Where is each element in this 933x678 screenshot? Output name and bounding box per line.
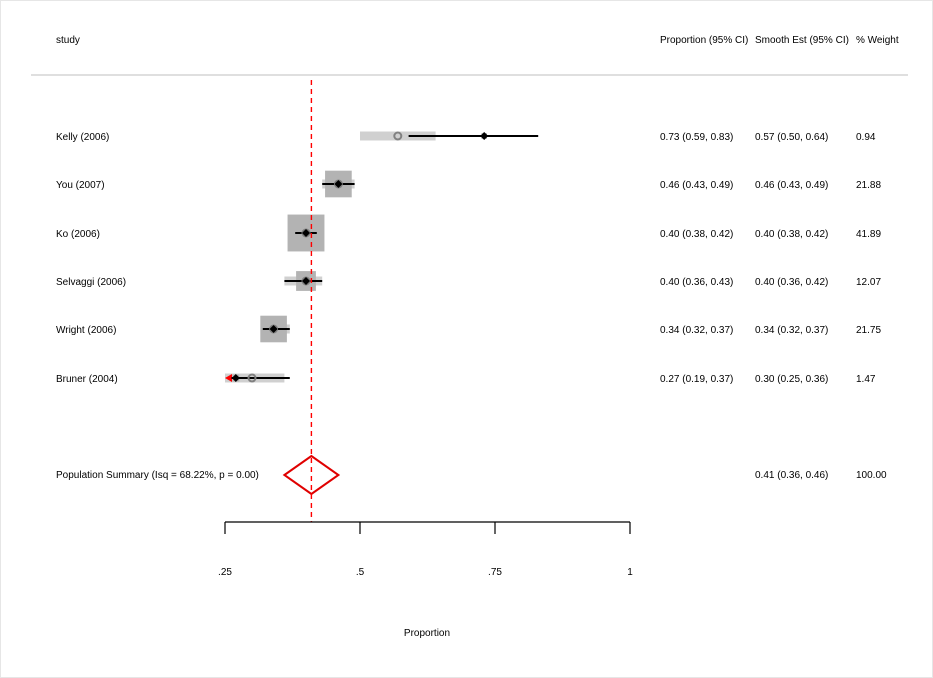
study-6-proportion-ci: 0.27 (0.19, 0.37) — [660, 374, 733, 385]
study-4-weight: 12.07 — [856, 277, 881, 288]
study-6-smooth-point — [247, 373, 257, 383]
study-rows: Kelly (2006) 0.73 (0.59, 0.83) 0.57 (0.50,… — [56, 132, 881, 385]
header-weight: % Weight — [856, 35, 899, 46]
study-3-label: Ko (2006) — [56, 229, 100, 240]
study-2-proportion-ci: 0.46 (0.43, 0.49) — [660, 180, 733, 191]
study-3-smooth-ci: 0.40 (0.38, 0.42) — [755, 229, 828, 240]
summary-label: Population Summary (Isq = 68.22%, p = 0.… — [56, 470, 259, 481]
study-5-label: Wright (2006) — [56, 325, 116, 336]
x-tick-label: .25 — [218, 567, 232, 578]
study-3-weight: 41.89 — [856, 229, 881, 240]
study-5-smooth-ci: 0.34 (0.32, 0.37) — [755, 325, 828, 336]
x-axis-label: Proportion — [404, 628, 450, 639]
study-5-weight: 21.75 — [856, 325, 881, 336]
plot-marks — [225, 80, 539, 522]
study-2-weight: 21.88 — [856, 180, 881, 191]
x-tick-label: 1 — [627, 567, 633, 578]
study-1-weight: 0.94 — [856, 132, 876, 143]
study-3-proportion-ci: 0.40 (0.38, 0.42) — [660, 229, 733, 240]
x-axis: .25 .5 .75 1 — [218, 521, 633, 578]
header-study: study — [56, 35, 80, 46]
summary-diamond — [282, 454, 341, 496]
x-tick-label: .5 — [356, 567, 365, 578]
study-4-point — [302, 277, 310, 285]
study-2-smooth-ci: 0.46 (0.43, 0.49) — [755, 180, 828, 191]
header-proportion-ci: Proportion (95% CI) — [660, 35, 748, 46]
study-3-point — [302, 229, 310, 237]
study-1-smooth-band — [360, 131, 436, 141]
study-2-point — [334, 180, 343, 188]
study-1-point — [480, 132, 489, 140]
study-6-point — [231, 374, 240, 382]
study-4-proportion-ci: 0.40 (0.36, 0.43) — [660, 277, 733, 288]
summary-weight: 100.00 — [856, 470, 887, 481]
study-1-smooth-ci: 0.57 (0.50, 0.64) — [755, 132, 828, 143]
study-2-label: You (2007) — [56, 180, 105, 191]
study-6-ci-clip-arrow — [225, 374, 232, 382]
summary-smooth-ci: 0.41 (0.36, 0.46) — [755, 470, 828, 481]
study-1-label: Kelly (2006) — [56, 132, 109, 143]
study-4-label: Selvaggi (2006) — [56, 277, 126, 288]
study-5-point — [269, 325, 278, 333]
study-6-weight: 1.47 — [856, 374, 876, 385]
header-smooth-ci: Smooth Est (95% CI) — [755, 35, 849, 46]
x-tick-label: .75 — [488, 567, 502, 578]
study-1-smooth-point — [393, 131, 403, 141]
study-6-label: Bruner (2004) — [56, 374, 118, 385]
study-4-smooth-ci: 0.40 (0.36, 0.42) — [755, 277, 828, 288]
study-6-smooth-ci: 0.30 (0.25, 0.36) — [755, 374, 828, 385]
study-1-proportion-ci: 0.73 (0.59, 0.83) — [660, 132, 733, 143]
study-5-proportion-ci: 0.34 (0.32, 0.37) — [660, 325, 733, 336]
